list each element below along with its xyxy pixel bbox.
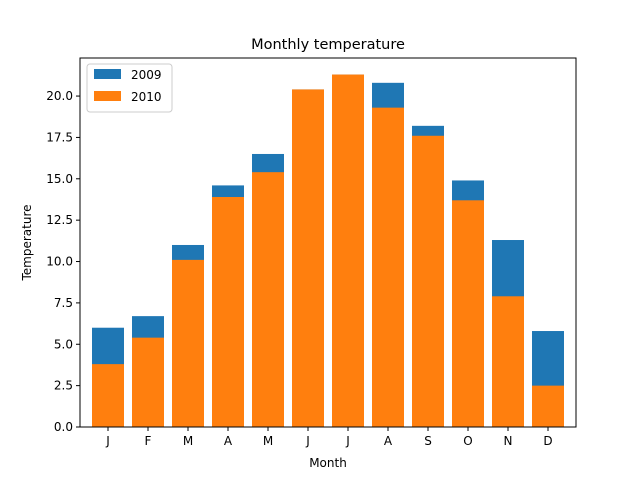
- y-tick-label-4: 10.0: [46, 255, 73, 269]
- bar-2010-3: [212, 197, 244, 427]
- x-axis-label: Month: [309, 456, 347, 470]
- bar-2010-0: [92, 364, 124, 427]
- legend: 2009 2010: [86, 63, 173, 113]
- legend-swatch-2010: [94, 91, 121, 101]
- x-tick-label-8: S: [424, 434, 432, 448]
- bar-2010-11: [532, 385, 564, 427]
- y-tick-label-0: 0.0: [54, 420, 73, 434]
- legend-label-2010: 2010: [131, 90, 162, 104]
- x-tick-label-6: J: [345, 434, 350, 448]
- x-tick-label-3: A: [224, 434, 233, 448]
- y-axis-label: Temperature: [20, 204, 34, 281]
- bar-2010-9: [452, 200, 484, 427]
- y-axis: 0.0 2.5 5.0 7.5 10.0 12.5 15.0 17.5 20.0: [46, 89, 80, 434]
- y-tick-label-5: 12.5: [46, 213, 73, 227]
- bar-2010-6: [332, 74, 364, 428]
- bar-2010-4: [252, 172, 284, 427]
- bar-2010-7: [372, 107, 404, 427]
- x-tick-label-5: J: [305, 434, 310, 448]
- legend-label-2009: 2009: [131, 68, 162, 82]
- chart-title: Monthly temperature: [251, 37, 405, 53]
- x-tick-label-7: A: [384, 434, 393, 448]
- y-tick-label-8: 20.0: [46, 89, 73, 103]
- y-tick-label-2: 5.0: [54, 337, 73, 351]
- bar-2010-8: [412, 135, 444, 427]
- y-tick-label-3: 7.5: [54, 296, 73, 310]
- bar-2010-1: [132, 337, 164, 427]
- x-tick-label-4: M: [263, 434, 273, 448]
- y-tick-label-6: 15.0: [46, 172, 73, 186]
- x-tick-label-11: D: [543, 434, 552, 448]
- x-tick-label-10: N: [504, 434, 513, 448]
- x-tick-label-2: M: [183, 434, 193, 448]
- x-tick-label-0: J: [105, 434, 110, 448]
- x-tick-label-9: O: [463, 434, 472, 448]
- x-tick-label-1: F: [145, 434, 152, 448]
- y-tick-label-1: 2.5: [54, 379, 73, 393]
- bar-2010-5: [292, 89, 324, 427]
- legend-swatch-2009: [94, 69, 121, 79]
- plot-area: [79, 57, 577, 428]
- bar-2010-10: [492, 296, 524, 427]
- bar-2010-2: [172, 259, 204, 427]
- y-tick-label-7: 17.5: [46, 130, 73, 144]
- series-2010-bars: [92, 74, 564, 428]
